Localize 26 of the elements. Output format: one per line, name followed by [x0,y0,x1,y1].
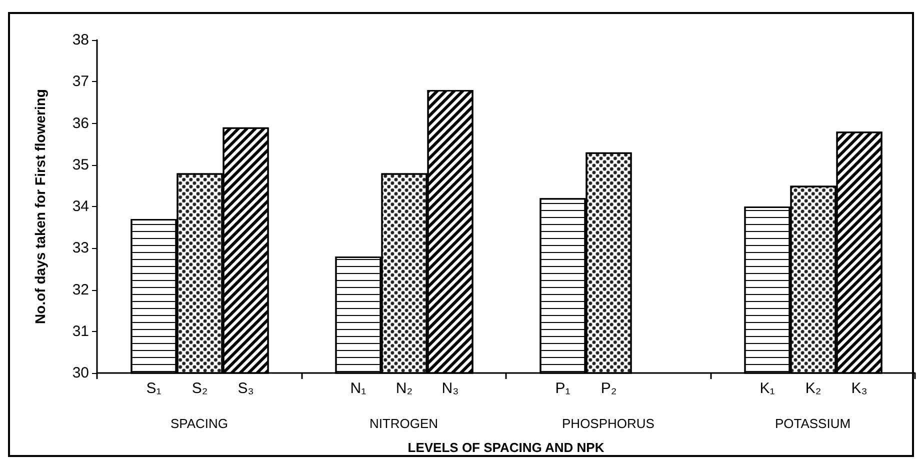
x-tick-label: S₁ [146,380,162,397]
x-tick-label: N₁ [350,380,366,397]
x-tick-label: K₃ [851,380,868,397]
x-tick-label: N₃ [442,380,459,397]
y-tick-label: 32 [72,281,89,298]
x-tick-label: N₂ [396,380,413,397]
x-tick-label: S₂ [192,380,208,397]
x-tick-label: P₂ [600,380,617,397]
y-tick-label: 30 [72,364,89,382]
x-tick-label: S₃ [238,380,254,397]
y-tick-label: 31 [72,322,89,340]
x-tick-label: K₁ [760,380,775,397]
text: SPACING [170,416,228,431]
y-tick-label: 33 [72,240,89,257]
text: PHOSPHORUS [562,416,655,431]
text: POTASSIUM [774,416,851,431]
x-axis-title: LEVELS OF SPACING AND NPK [408,440,605,455]
x-tick-label: K₂ [805,380,822,397]
y-tick-label: 35 [72,156,89,174]
y-tick-label: 38 [72,32,89,48]
y-tick-label: 36 [72,114,89,132]
text: NITROGEN [369,416,438,431]
x-tick-label: P₁ [555,380,570,397]
y-tick-label: 37 [72,73,89,90]
y-axis-title: No.of days taken for First flowering [32,89,48,324]
y-tick-label: 34 [72,198,89,215]
